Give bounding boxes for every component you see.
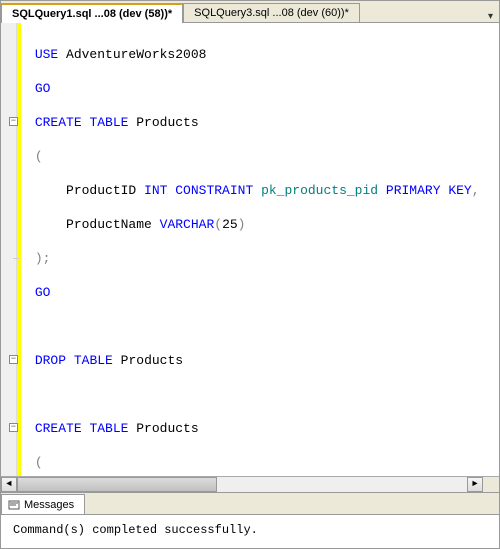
messages-tab-label: Messages — [24, 499, 74, 511]
scroll-left-button[interactable]: ◄ — [1, 477, 17, 492]
messages-text: Command(s) completed successfully. — [13, 523, 258, 537]
results-tab-bar: Messages — [1, 492, 499, 514]
code-editor[interactable]: USE AdventureWorks2008 GO − CREATE TABLE… — [1, 23, 499, 476]
scroll-right-button[interactable]: ► — [467, 477, 483, 492]
scroll-thumb[interactable] — [17, 477, 217, 492]
tab-overflow-button[interactable]: ▾ — [482, 11, 499, 22]
horizontal-scrollbar[interactable]: ◄ ► — [1, 476, 499, 492]
messages-tab[interactable]: Messages — [1, 494, 85, 514]
fold-toggle-icon[interactable]: − — [9, 423, 18, 432]
scroll-corner — [483, 477, 499, 492]
editor-tab-bar: SQLQuery1.sql ...08 (dev (58))* SQLQuery… — [1, 1, 499, 23]
fold-gutter — [1, 23, 17, 476]
tab-sqlquery1[interactable]: SQLQuery1.sql ...08 (dev (58))* — [1, 3, 183, 23]
fold-toggle-icon[interactable]: − — [9, 355, 18, 364]
code-area[interactable]: USE AdventureWorks2008 GO − CREATE TABLE… — [21, 23, 484, 476]
fold-toggle-icon[interactable]: − — [9, 117, 18, 126]
messages-icon — [8, 499, 20, 511]
scroll-track[interactable] — [17, 477, 467, 492]
tab-sqlquery3[interactable]: SQLQuery3.sql ...08 (dev (60))* — [183, 3, 360, 22]
messages-output[interactable]: Command(s) completed successfully. — [1, 514, 499, 548]
